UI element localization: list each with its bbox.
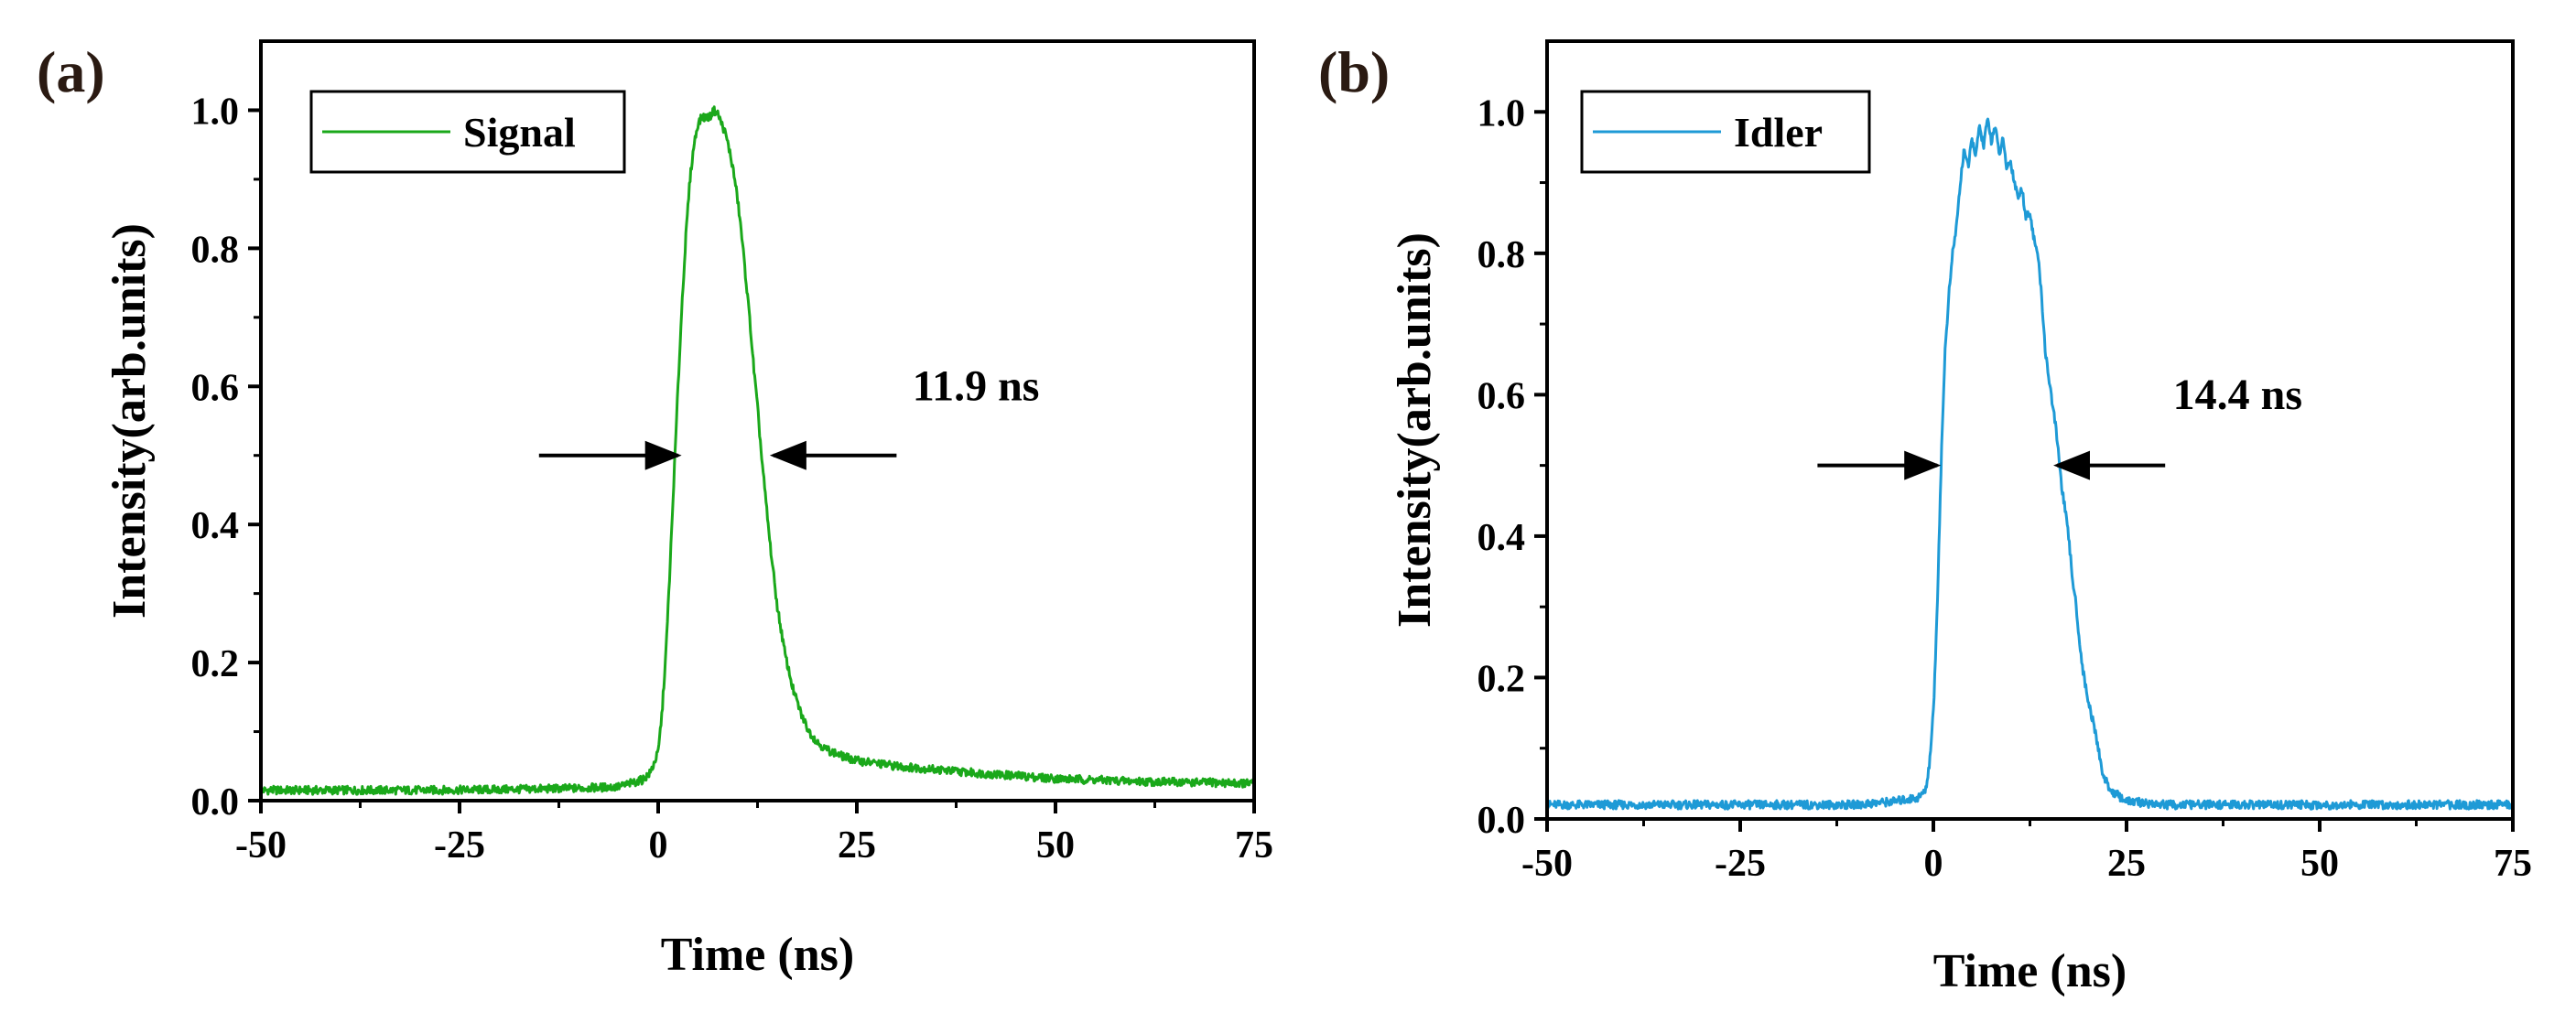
- y-tick-label: 0.8: [1477, 234, 1526, 276]
- y-tick-label: 0.6: [191, 367, 240, 409]
- x-tick-label: 0: [1924, 843, 1943, 885]
- y-tick-label: 0.2: [1477, 658, 1526, 700]
- y-tick-label: 0.6: [1477, 375, 1526, 417]
- x-tick-label: -25: [434, 824, 485, 867]
- y-axis-title: Intensity(arb.units): [1389, 232, 1441, 628]
- x-tick-label: -25: [1715, 843, 1766, 885]
- chart-panel-b: (b) -50 -25 0 25 50 75 0.0 0.2 0.4 0.6 0.8 1.0 14.…: [1318, 39, 2532, 997]
- x-axis-title: Time (ns): [1933, 945, 2127, 997]
- y-tick-label: 1.0: [191, 91, 240, 133]
- y-tick-label: 0.0: [1477, 800, 1526, 842]
- fwhm-annotation: 14.4 ns: [2173, 371, 2302, 419]
- x-tick-label: 25: [838, 824, 876, 867]
- panel-label: (b): [1318, 39, 1390, 104]
- panel-label: (a): [37, 39, 105, 104]
- y-tick-label: 0.8: [191, 229, 240, 271]
- x-tick-label: 0: [649, 824, 668, 867]
- y-tick-label: 0.4: [191, 505, 240, 547]
- legend-label-idler: Idler: [1734, 109, 1823, 156]
- series-line-signal: [259, 105, 1256, 796]
- x-tick-label: -50: [1521, 843, 1573, 885]
- y-tick-label: 0.0: [191, 781, 240, 824]
- y-tick-label: 1.0: [1477, 92, 1526, 135]
- x-tick-label: -50: [235, 824, 287, 867]
- x-tick-label: 75: [1235, 824, 1273, 867]
- y-tick-label: 0.4: [1477, 517, 1526, 559]
- x-axis-title: Time (ns): [661, 929, 854, 981]
- legend-label-signal: Signal: [463, 109, 576, 156]
- x-tick-label: 25: [2107, 843, 2146, 885]
- legend: Idler: [1580, 90, 1871, 174]
- legend: Signal: [309, 90, 626, 174]
- fwhm-annotation: 11.9 ns: [913, 361, 1040, 410]
- x-tick-label: 75: [2494, 843, 2532, 885]
- series-line-idler: [1546, 117, 2515, 811]
- x-tick-label: 50: [1036, 824, 1075, 867]
- y-tick-label: 0.2: [191, 643, 240, 685]
- y-axis-title: Intensity(arb.units): [103, 223, 156, 619]
- x-tick-label: 50: [2300, 843, 2339, 885]
- chart-panel-a: (a) -50 -25 0 25 50 75 0.0 0.2 0.4 0.6 0.8 1.0 11.…: [37, 39, 1273, 981]
